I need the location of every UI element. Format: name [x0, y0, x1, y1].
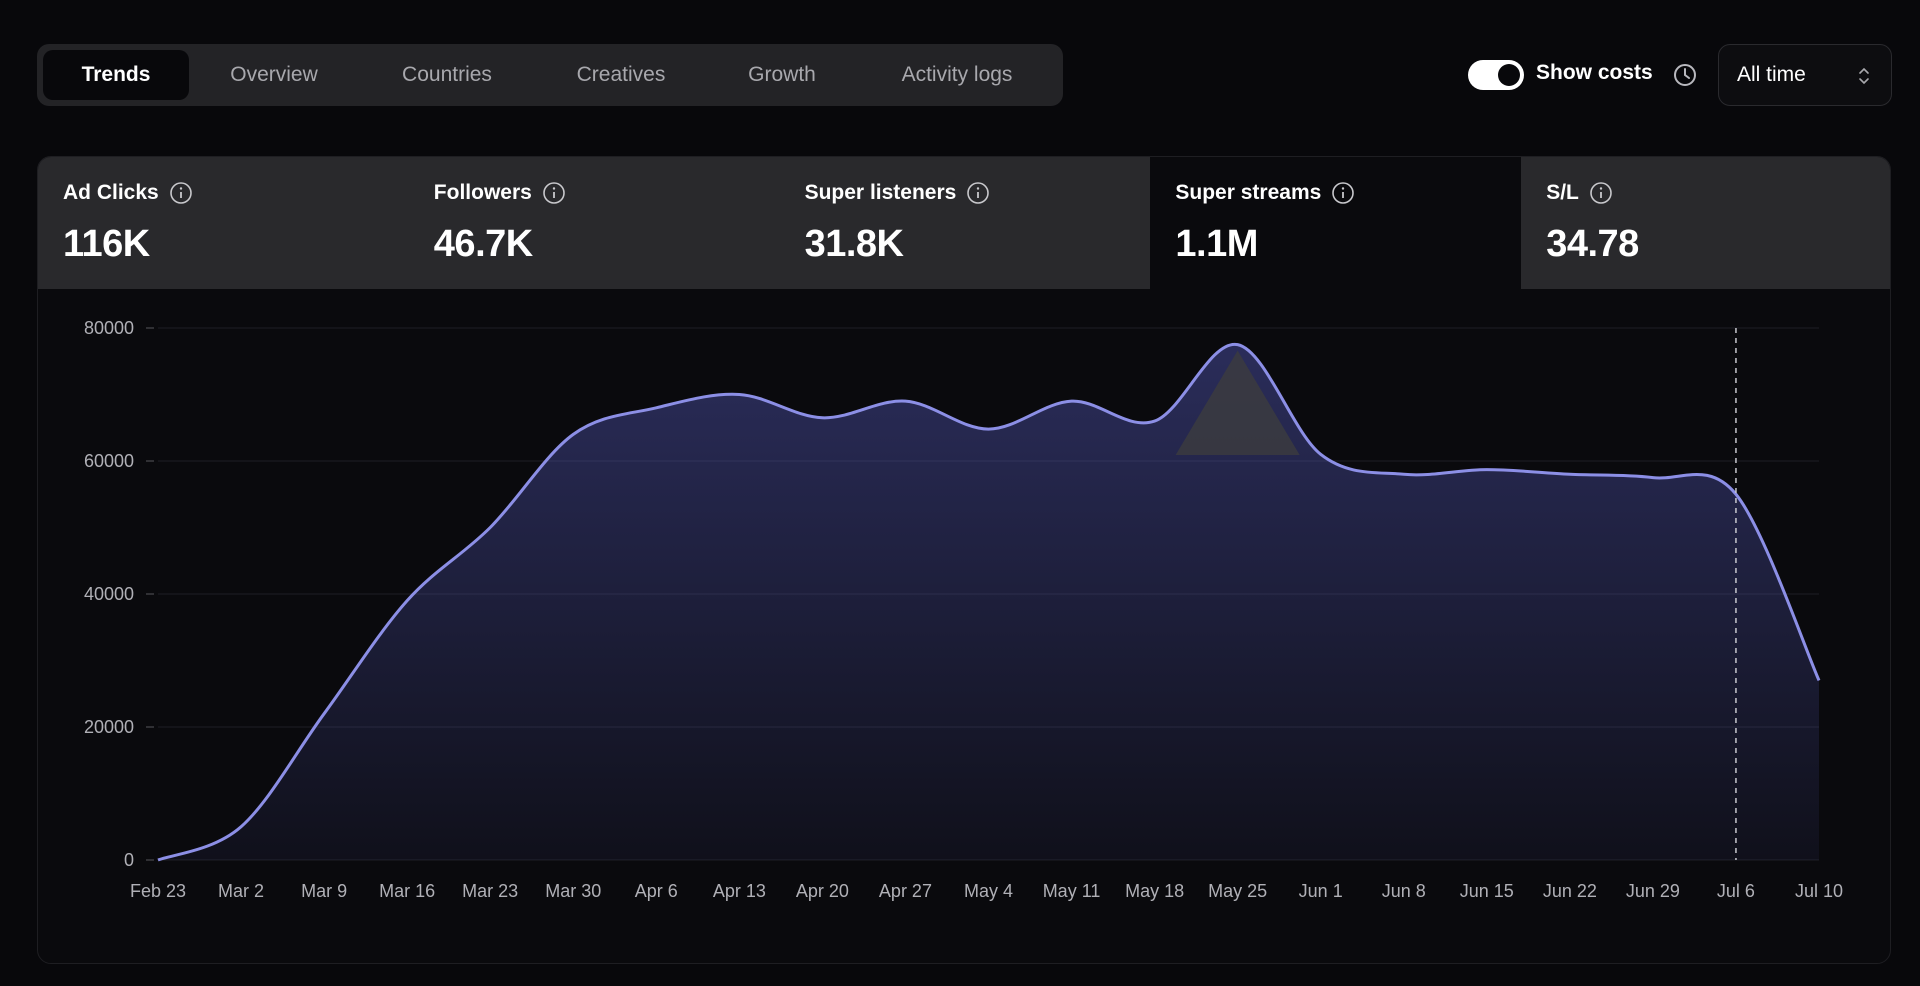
metric-followers[interactable]: Followers 46.7K — [408, 157, 780, 289]
tab-countries[interactable]: Countries — [402, 63, 492, 86]
y-tick-label: 60000 — [84, 451, 134, 471]
trend-chart[interactable]: 0 20000 40000 60000 80000 Feb 23 Mar 2 Mar 9 Mar… — [38, 289, 1890, 963]
time-range-select[interactable]: All time — [1718, 44, 1892, 106]
chart-svg: 0 20000 40000 60000 80000 Feb 23 Mar 2 Mar 9 Mar… — [84, 318, 1843, 901]
metric-label: Followers — [433, 181, 532, 204]
metric-tiles: Ad Clicks 116K Followers 46.7K Super lis… — [38, 157, 1890, 289]
tab-growth[interactable]: Growth — [748, 63, 816, 86]
metric-value: 46.7K — [433, 223, 533, 265]
metric-value: 34.78 — [1546, 223, 1639, 265]
x-tick-label: Mar 23 — [462, 881, 518, 901]
metric-label: Super streams — [1175, 181, 1322, 204]
metric-label: Ad Clicks — [63, 181, 159, 204]
x-tick-label: Jun 1 — [1299, 881, 1343, 901]
peak-highlight — [1175, 350, 1300, 455]
x-tick-label: Mar 16 — [379, 881, 435, 901]
show-costs-label: Show costs — [1536, 61, 1653, 84]
y-tick-label: 40000 — [84, 584, 134, 604]
info-icon[interactable] — [1331, 181, 1355, 205]
x-tick-label: Apr 13 — [713, 881, 766, 901]
metric-label: Super listeners — [804, 181, 957, 204]
metric-ad-clicks[interactable]: Ad Clicks 116K — [38, 157, 409, 289]
tab-creatives[interactable]: Creatives — [576, 63, 666, 86]
toggle-knob — [1498, 64, 1520, 86]
x-tick-label: May 18 — [1125, 881, 1184, 901]
metric-super-streams[interactable]: Super streams 1.1M — [1150, 157, 1522, 289]
chevron-up-down-icon — [1859, 67, 1869, 85]
trends-card: Ad Clicks 116K Followers 46.7K Super lis… — [37, 156, 1891, 964]
tab-bar: Trends Overview Countries Creatives Grow… — [37, 44, 1063, 106]
x-tick-label: Apr 20 — [796, 881, 849, 901]
x-tick-label: Feb 23 — [130, 881, 186, 901]
time-range-value: All time — [1737, 63, 1806, 86]
x-tick-label: Mar 2 — [218, 881, 264, 901]
y-tick-label: 0 — [124, 850, 134, 870]
metric-s-l[interactable]: S/L 34.78 — [1521, 157, 1890, 289]
y-tick-label: 20000 — [84, 717, 134, 737]
x-tick-label: May 25 — [1208, 881, 1267, 901]
x-tick-label: May 11 — [1043, 881, 1101, 901]
x-tick-label: May 4 — [964, 881, 1013, 901]
info-icon[interactable] — [169, 181, 193, 205]
x-tick-label: Jun 22 — [1543, 881, 1597, 901]
area-fill — [158, 344, 1819, 860]
info-icon[interactable] — [1589, 181, 1613, 205]
metric-value: 1.1M — [1175, 223, 1258, 265]
tab-overview[interactable]: Overview — [230, 63, 318, 86]
metric-super-listeners[interactable]: Super listeners 31.8K — [779, 157, 1151, 289]
tab-activity-logs[interactable]: Activity logs — [901, 63, 1013, 86]
x-tick-label: Jul 6 — [1717, 881, 1755, 901]
show-costs-toggle[interactable] — [1468, 60, 1524, 90]
x-tick-label: Apr 27 — [879, 881, 932, 901]
x-tick-label: Jun 29 — [1626, 881, 1680, 901]
info-icon[interactable] — [966, 181, 990, 205]
x-tick-label: Mar 9 — [301, 881, 347, 901]
metric-value: 31.8K — [804, 223, 904, 265]
series-line[interactable] — [157, 343, 1821, 862]
x-tick-label: Jun 15 — [1460, 881, 1514, 901]
x-tick-label: Jun 8 — [1382, 881, 1426, 901]
metric-label: S/L — [1546, 181, 1579, 204]
tab-trends[interactable]: Trends — [43, 50, 189, 100]
x-tick-label: Apr 6 — [635, 881, 678, 901]
metric-value: 116K — [63, 223, 150, 265]
x-tick-label: Mar 30 — [545, 881, 601, 901]
clock-icon[interactable] — [1672, 62, 1698, 88]
y-tick-label: 80000 — [84, 318, 134, 338]
x-tick-label: Jul 10 — [1795, 881, 1843, 901]
info-icon[interactable] — [542, 181, 566, 205]
